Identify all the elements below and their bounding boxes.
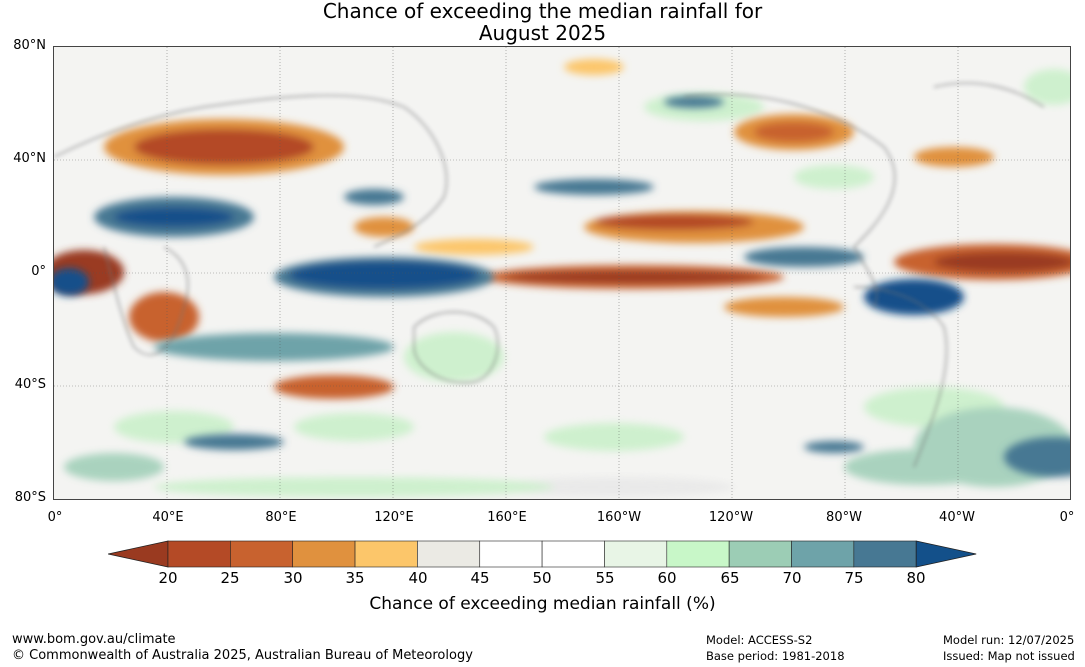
colorbar-segment — [728, 540, 792, 568]
colorbar-tick: 55 — [595, 569, 615, 587]
colorbar-segment — [853, 540, 917, 568]
lat-label-80n: 80°N — [13, 38, 46, 53]
footer-base-period: Base period: 1981-2018 — [706, 649, 845, 663]
colorbar-segment — [292, 540, 356, 568]
colorbar — [108, 540, 977, 568]
colorbar-tick: 60 — [657, 569, 677, 587]
map-title-line2: August 2025 — [478, 21, 607, 45]
lon-label-120e: 120°E — [374, 510, 414, 525]
colorbar-tick: 65 — [720, 569, 740, 587]
lon-label-80e: 80°E — [265, 510, 297, 525]
footer-model-run: Model run: 12/07/2025 — [943, 633, 1075, 647]
colorbar-tick: 30 — [283, 569, 303, 587]
footer-issued: Issued: Map not issued — [943, 649, 1075, 663]
footer-website: www.bom.gov.au/climate — [12, 632, 176, 647]
colorbar-tick: 50 — [532, 569, 552, 587]
colorbar-segment — [604, 540, 668, 568]
lon-label-120w: 120°W — [708, 510, 754, 525]
colorbar-tick: 45 — [470, 569, 490, 587]
lat-label-equator: 0° — [31, 264, 46, 279]
colorbar-extend-high — [915, 540, 977, 568]
lon-label-80w: 80°W — [826, 510, 862, 525]
lon-label-0-end: 0° — [1059, 510, 1075, 525]
footer-model: Model: ACCESS-S2 — [706, 633, 813, 647]
lat-label-40s: 40°S — [14, 377, 46, 392]
colorbar-segment — [541, 540, 605, 568]
colorbar-tick: 40 — [408, 569, 428, 587]
forecast-map — [53, 46, 1071, 500]
lon-label-40e: 40°E — [152, 510, 184, 525]
colorbar-tick: 80 — [906, 569, 926, 587]
lon-label-40w: 40°W — [939, 510, 975, 525]
colorbar-segment — [417, 540, 481, 568]
colorbar-segment — [354, 540, 418, 568]
colorbar-tick: 25 — [220, 569, 240, 587]
map-title-line1: Chance of exceeding the median rainfall … — [322, 0, 763, 23]
colorbar-label: Chance of exceeding median rainfall (%) — [369, 594, 716, 614]
lat-label-80s: 80°S — [14, 490, 46, 505]
colorbar-tick: 20 — [158, 569, 178, 587]
colorbar-segment — [167, 540, 231, 568]
colorbar-extend-low — [108, 540, 169, 568]
lon-label-0: 0° — [47, 510, 63, 525]
colorbar-segment — [230, 540, 293, 568]
lat-label-40n: 40°N — [13, 151, 46, 166]
footer-copyright: © Commonwealth of Australia 2025, Austra… — [12, 648, 473, 663]
rainfall-map-graphic — [54, 47, 1070, 499]
colorbar-segment — [791, 540, 855, 568]
colorbar-tick: 75 — [844, 569, 864, 587]
lon-label-160e: 160°E — [487, 510, 527, 525]
lon-label-160w: 160°W — [596, 510, 642, 525]
colorbar-segment — [479, 540, 543, 568]
colorbar-tick: 70 — [782, 569, 802, 587]
colorbar-segment — [666, 540, 730, 568]
colorbar-tick: 35 — [345, 569, 365, 587]
